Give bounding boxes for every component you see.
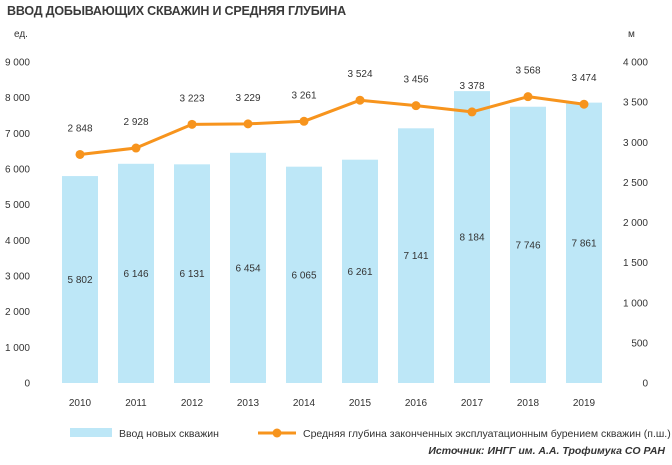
right-axis-unit: м	[628, 29, 635, 40]
line-point	[75, 149, 85, 159]
line-value-label: 3 474	[571, 73, 596, 84]
bars-series	[62, 91, 602, 384]
bar-value-label: 6 146	[123, 269, 148, 280]
line-point	[299, 116, 309, 126]
right-axis-tick-label: 500	[631, 338, 648, 349]
line-point	[187, 119, 197, 129]
bar-data-labels: 5 802 6 146 6 131 6 454 6 065 6 261 7 141 8 184…	[67, 233, 596, 286]
bar	[342, 159, 378, 383]
bar-value-label: 6 131	[179, 269, 204, 280]
bar-value-label: 7 861	[571, 238, 596, 249]
legend-label-line: Средняя глубина законченных эксплуатацио…	[303, 428, 671, 440]
x-axis-tick-label: 2015	[349, 398, 372, 409]
left-axis-tick-label: 6 000	[5, 165, 30, 176]
line-point	[131, 143, 141, 153]
left-axis-tick-label: 3 000	[5, 272, 30, 283]
chart-title: ВВОД ДОБЫВАЮЩИХ СКВАЖИН И СРЕДНЯЯ ГЛУБИН…	[7, 4, 346, 18]
line-point	[523, 92, 533, 102]
left-axis-tick-label: 7 000	[5, 129, 30, 140]
line-point	[411, 101, 421, 111]
line-point	[355, 95, 365, 105]
bar	[286, 166, 322, 383]
bar	[510, 106, 546, 383]
right-axis-tick-label: 0	[642, 379, 648, 390]
bar	[174, 164, 210, 383]
left-axis-tick-label: 8 000	[5, 93, 30, 104]
left-axis-unit: ед.	[14, 29, 28, 40]
line-value-label: 3 223	[179, 93, 204, 104]
right-axis-tick-label: 3 000	[623, 138, 648, 149]
bar	[118, 163, 154, 383]
bar	[454, 91, 490, 383]
bar-value-label: 6 065	[291, 270, 316, 281]
x-axis-tick-label: 2014	[293, 398, 316, 409]
legend: Ввод новых скважин Средняя глубина закон…	[70, 428, 671, 440]
line-value-label: 3 568	[515, 66, 540, 77]
left-axis-tick-label: 0	[24, 379, 30, 390]
left-axis-ticks: 0 1 000 2 000 3 000 4 000 5 000 6 000 7 000 8 00…	[5, 58, 30, 390]
left-axis-tick-label: 2 000	[5, 307, 30, 318]
bar-value-label: 7 746	[515, 240, 540, 251]
bar	[62, 176, 98, 383]
line-point	[467, 107, 477, 117]
x-axis-tick-label: 2017	[461, 398, 484, 409]
x-axis-tick-label: 2018	[517, 398, 540, 409]
right-axis-tick-label: 2 000	[623, 218, 648, 229]
x-axis-tick-label: 2012	[181, 398, 204, 409]
left-axis-tick-label: 9 000	[5, 58, 30, 69]
right-axis-tick-label: 1 500	[623, 258, 648, 269]
bar	[230, 152, 266, 383]
line-point	[579, 99, 589, 109]
bar	[398, 128, 434, 383]
line-point	[243, 119, 253, 129]
right-axis-tick-label: 2 500	[623, 178, 648, 189]
bar-value-label: 6 454	[235, 263, 260, 274]
line-value-label: 3 261	[291, 90, 316, 101]
line-value-label: 3 524	[347, 69, 372, 80]
x-axis-tick-label: 2019	[573, 398, 596, 409]
bar-value-label: 6 261	[347, 267, 372, 278]
x-axis-tick-label: 2016	[405, 398, 428, 409]
line-value-label: 3 378	[459, 81, 484, 92]
legend-swatch-marker	[272, 428, 282, 438]
depth-line	[79, 95, 585, 156]
line-value-label: 3 456	[403, 75, 428, 86]
bar-value-label: 7 141	[403, 251, 428, 262]
left-axis-tick-label: 1 000	[5, 343, 30, 354]
right-axis-tick-label: 1 000	[623, 298, 648, 309]
bar-value-label: 5 802	[67, 275, 92, 286]
x-axis-tick-label: 2011	[125, 398, 147, 409]
x-axis-tick-label: 2010	[69, 398, 92, 409]
left-axis-tick-label: 4 000	[5, 236, 30, 247]
left-axis-tick-label: 5 000	[5, 200, 30, 211]
bar-value-label: 8 184	[459, 233, 484, 244]
line-value-label: 2 848	[67, 123, 92, 134]
right-axis-tick-label: 4 000	[623, 58, 648, 69]
legend-label-bars: Ввод новых скважин	[119, 428, 219, 440]
right-axis-ticks: 0 500 1 000 1 500 2 000 2 500 3 000 3 500 4 000	[623, 58, 648, 390]
right-axis-tick-label: 3 500	[623, 98, 648, 109]
x-axis-ticks: 2010 2011 2012 2013 2014 2015 2016 2017 2018 2019	[69, 398, 596, 409]
source-note: Источник: ИНГГ им. А.А. Трофимука СО РАН	[428, 445, 665, 457]
x-axis-tick-label: 2013	[237, 398, 260, 409]
line-value-label: 3 229	[235, 93, 260, 104]
line-value-label: 2 928	[123, 117, 148, 128]
bar	[566, 102, 602, 384]
line-series: 2 848 2 928 3 223 3 229 3 261 3 524 3 456 3 378…	[67, 66, 597, 159]
legend-swatch-bars	[70, 428, 112, 437]
